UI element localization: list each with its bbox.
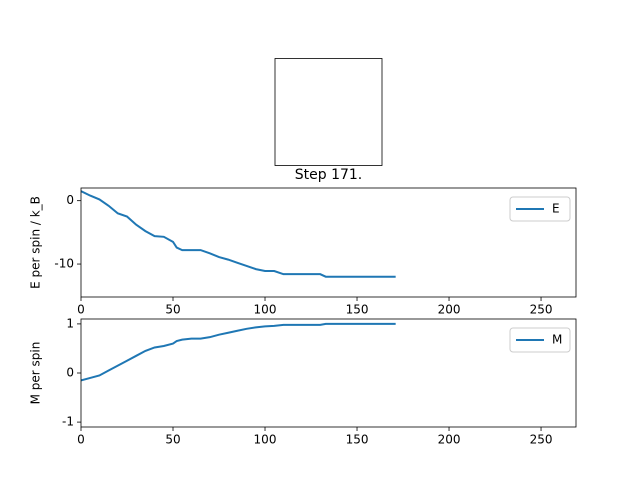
axes-frame [80, 318, 577, 428]
chart-title: Step 171. [295, 167, 363, 183]
y-tick-label: 1 [66, 316, 74, 330]
x-tick-label: 100 [254, 303, 277, 317]
y-axis-label: M per spin [29, 342, 43, 405]
x-tick-label: 100 [254, 433, 277, 447]
axes-frame [80, 187, 577, 298]
x-tick-label: 200 [438, 303, 461, 317]
data-line [81, 322, 396, 382]
data-line [81, 190, 396, 278]
y-tick-label: -10 [54, 257, 74, 271]
image-axes [274, 58, 383, 166]
y-tick-label: 0 [66, 193, 74, 207]
x-tick-label: 250 [530, 303, 553, 317]
legend-label: E [552, 202, 560, 216]
legend-label: M [552, 333, 562, 347]
x-tick-label: 0 [77, 303, 85, 317]
x-tick-label: 250 [530, 433, 553, 447]
y-tick-label: -1 [62, 415, 74, 429]
y-tick-label: 0 [66, 366, 74, 380]
x-tick-label: 50 [165, 303, 180, 317]
x-tick-label: 150 [346, 303, 369, 317]
x-tick-label: 150 [346, 433, 369, 447]
x-tick-label: 0 [77, 433, 85, 447]
y-axis-label: E per spin / k_B [29, 196, 43, 289]
x-tick-label: 200 [438, 433, 461, 447]
x-tick-label: 50 [165, 433, 180, 447]
